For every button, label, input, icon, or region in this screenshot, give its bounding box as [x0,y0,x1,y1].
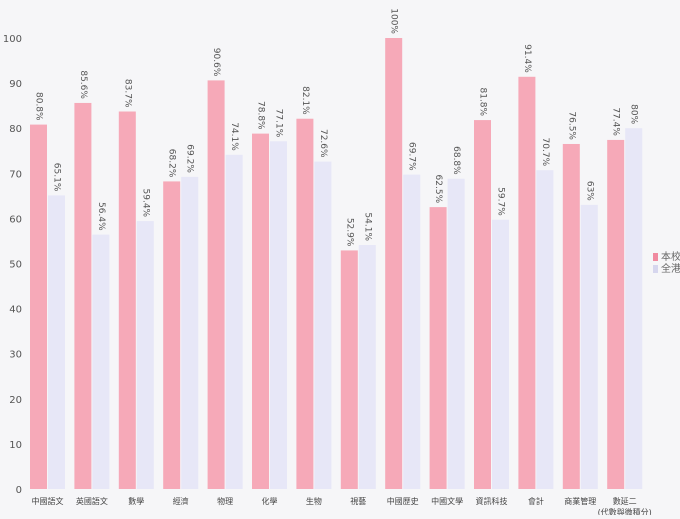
bar-s2-9 [447,178,465,489]
y-tick-label-5: 50 [9,260,22,271]
bar-s1-11 [518,76,536,489]
y-tick-label-0: 0 [16,485,22,496]
y-tick-label-8: 80 [9,124,22,135]
data-label-s2-8: 69.7% [407,142,417,171]
y-tick-label-10: 100 [3,34,22,45]
bar-s1-10 [474,120,491,489]
x-tick-label-6: 生物 [306,496,322,506]
x-tick-label-9: 中國文學 [431,496,463,506]
bar-s1-12 [562,143,580,490]
data-label-s2-5: 77.1% [274,109,284,138]
data-label-s2-10: 59.7% [496,187,506,216]
data-label-s1-7: 52.9% [344,218,354,247]
data-label-s2-3: 69.2% [185,144,195,173]
data-label-s1-3: 68.2% [167,149,177,178]
bar-s1-9 [429,207,447,489]
bar-s1-4 [207,80,225,490]
bar-s2-1 [92,234,110,489]
y-tick-label-7: 70 [9,169,22,180]
data-label-s1-6: 82.1% [300,86,310,115]
data-label-s2-9: 68.8% [451,146,461,175]
x-tick-label-12: 商業管理 [564,496,596,506]
x-tick-label-11: 會計 [528,496,544,506]
legend-swatch-1 [653,253,658,261]
bar-s2-6 [314,161,332,489]
x-tick-label-8: 中國歷史 [387,496,419,506]
bar-s2-12 [580,204,598,489]
data-label-s1-9: 62.5% [433,175,443,204]
data-label-s2-13: 80% [629,104,639,124]
data-label-s2-7: 54.1% [362,212,372,241]
bar-s1-5 [252,133,269,489]
data-label-s2-11: 70.7% [540,138,550,167]
x-tick-sublabel: (代數與微積分) [598,507,652,515]
data-label-s2-12: 63% [584,181,594,201]
data-label-s1-8: 100% [389,8,399,34]
bar-s1-7 [340,250,358,489]
bar-s2-4 [225,154,243,489]
bar-s1-1 [74,102,92,489]
data-label-s2-1: 56.4% [96,202,106,231]
x-tick-label-5: 化學 [262,496,278,506]
bar-s2-3 [181,176,199,489]
bar-s2-5 [270,141,287,490]
data-label-s1-5: 78.8% [256,101,266,130]
data-label-s1-0: 80.8% [34,92,44,121]
data-label-s2-4: 74.1% [229,122,239,151]
x-tick-label-7: 視藝 [350,496,366,506]
y-tick-label-2: 20 [9,395,22,406]
y-tick-label-9: 90 [9,79,22,90]
data-label-s1-10: 81.8% [478,87,488,116]
bar-s2-2 [136,221,154,489]
data-label-s1-4: 90.6% [211,48,221,77]
y-tick-label-4: 40 [9,305,22,316]
x-tick-label-10: 資訊科技 [476,496,508,506]
bar-s2-0 [48,195,65,490]
legend-label-1: 本校 [661,250,680,263]
y-tick-label-1: 10 [9,440,22,451]
data-label-s2-0: 65.1% [52,163,62,192]
data-label-s1-12: 76.5% [566,111,576,140]
legend-label-2: 全港 [661,262,680,275]
bar-s1-0 [30,124,47,489]
x-tick-label-13: 數延二 [613,496,637,506]
bar-s1-13 [607,139,625,489]
data-label-s1-13: 77.4% [611,107,621,136]
data-label-s2-2: 59.4% [140,189,150,218]
x-tick-label-0: 中國語文 [32,496,64,506]
y-tick-label-6: 60 [9,214,22,225]
legend-swatch-2 [653,265,658,273]
x-tick-label-2: 數學 [128,496,144,506]
data-label-s1-1: 85.6% [78,70,88,99]
bar-s2-13 [625,128,643,489]
y-tick-label-3: 30 [9,350,22,361]
data-label-s1-11: 91.4% [522,44,532,73]
bar-s2-8 [403,174,421,489]
bar-s1-2 [118,111,136,489]
bar-s1-3 [163,181,181,489]
bar-s2-11 [536,170,554,489]
bar-s2-7 [358,245,376,489]
x-tick-label-4: 物理 [217,496,233,506]
bar-s1-8 [385,38,403,489]
bar-s1-6 [296,118,314,489]
data-label-s1-2: 83.7% [122,79,132,108]
x-tick-label-3: 經濟 [173,496,189,506]
data-label-s2-6: 72.6% [318,129,328,158]
x-tick-label-1: 英國語文 [76,496,108,506]
bar-s2-10 [492,219,509,490]
